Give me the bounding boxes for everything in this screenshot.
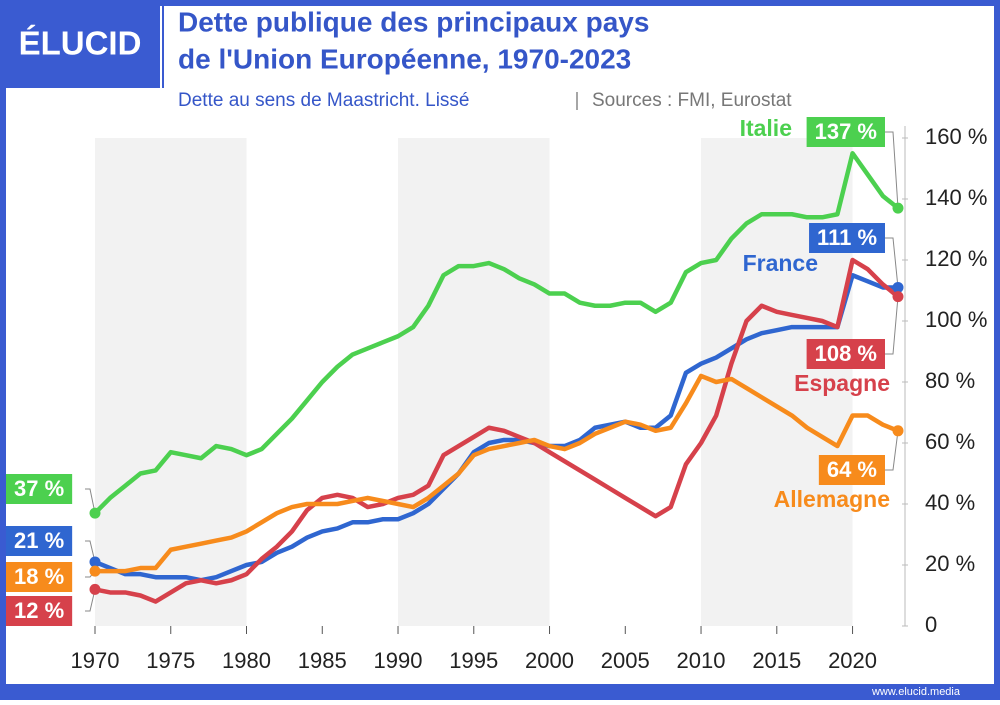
x-tick-label: 2015 — [752, 648, 801, 673]
value-label-text: 21 % — [14, 528, 64, 553]
subtitle: Dette au sens de Maastricht. Lissé — [178, 90, 469, 111]
x-tick-label: 2000 — [525, 648, 574, 673]
connector — [885, 296, 899, 355]
value-label-box — [6, 562, 73, 592]
plot: 0 20 % 40 % 60 % 80 % 100 % 120 % 140 % 160 % 197… — [6, 115, 987, 673]
connector — [85, 589, 96, 612]
value-label: 18 % — [6, 562, 73, 592]
series-line — [92, 273, 901, 583]
value-label-box — [6, 596, 73, 626]
value-label-box — [6, 474, 73, 504]
footer-url: www.elucid.media — [871, 686, 961, 698]
y-tick-label: 60 % — [925, 429, 975, 454]
source: Sources : FMI, Eurostat — [592, 90, 792, 111]
x-tick-label: 1970 — [71, 648, 120, 673]
value-label-box — [6, 526, 73, 556]
end-point — [89, 583, 101, 595]
x-tick-label: 1995 — [449, 648, 498, 673]
logo: ÉLUCID — [19, 25, 142, 62]
value-label-text: 111 % — [817, 225, 877, 250]
title: de l'Union Européenne, 1970-2023 — [178, 43, 631, 74]
series-name: Espagne — [794, 370, 890, 396]
value-label-text: 64 % — [827, 457, 877, 482]
band — [95, 138, 247, 626]
y-tick-label: 120 % — [925, 246, 987, 271]
x-tick-label: 1975 — [146, 648, 195, 673]
connector — [85, 540, 96, 563]
y-tick-label: 0 — [925, 612, 937, 637]
value-label: 137 % — [806, 117, 885, 147]
value-label-text: 12 % — [14, 598, 64, 623]
series-name: France — [743, 250, 818, 276]
connector — [85, 488, 96, 514]
value-label-text: 37 % — [14, 476, 64, 501]
x-tick-label: 1980 — [222, 648, 271, 673]
value-label-box — [806, 339, 885, 369]
y-tick-label: 20 % — [925, 551, 975, 576]
value-label: 64 % — [818, 455, 885, 485]
end-point — [89, 556, 101, 568]
series-line — [92, 373, 901, 574]
logo-box — [0, 0, 160, 88]
value-label: 108 % — [806, 339, 885, 369]
title: Dette publique des principaux pays — [178, 6, 649, 37]
band — [398, 138, 550, 626]
end-point — [89, 507, 101, 519]
y-tick-label: 140 % — [925, 185, 987, 210]
value-label-box — [818, 455, 885, 485]
connector — [885, 430, 899, 471]
value-label: 12 % — [6, 596, 73, 626]
x-tick-label: 2005 — [601, 648, 650, 673]
end-point — [892, 202, 904, 214]
end-point — [892, 425, 904, 437]
y-tick-label: 40 % — [925, 490, 975, 515]
y-tick-label: 80 % — [925, 368, 975, 393]
value-label-text: 18 % — [14, 564, 64, 589]
x-tick-label: 2020 — [828, 648, 877, 673]
value-label-box — [806, 117, 885, 147]
end-point — [892, 291, 904, 303]
value-label: 21 % — [6, 526, 73, 556]
value-label: 111 % — [809, 223, 885, 253]
series-name: Italie — [740, 115, 792, 141]
value-label-text: 108 % — [815, 341, 877, 366]
x-tick-label: 1985 — [298, 648, 347, 673]
connector — [885, 131, 899, 209]
value-label: 37 % — [6, 474, 73, 504]
series-line — [92, 151, 901, 516]
value-label-box — [809, 223, 885, 253]
end-point — [89, 565, 101, 577]
series-line — [92, 257, 901, 604]
connector — [885, 237, 899, 288]
x-tick-label: 1990 — [374, 648, 423, 673]
y-tick-label: 160 % — [925, 124, 987, 149]
series-name: Allemagne — [774, 486, 890, 512]
x-tick-label: 2010 — [677, 648, 726, 673]
end-point — [892, 281, 904, 293]
value-label-text: 137 % — [815, 119, 877, 144]
y-tick-label: 100 % — [925, 307, 987, 332]
